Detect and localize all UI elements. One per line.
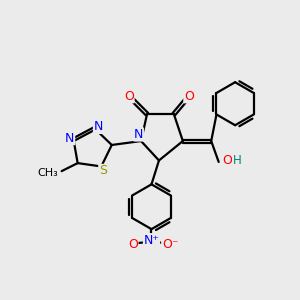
Text: O: O xyxy=(124,90,134,103)
Text: O: O xyxy=(184,90,194,103)
Text: N⁺: N⁺ xyxy=(143,234,160,247)
Text: O⁻: O⁻ xyxy=(162,238,178,251)
Text: O: O xyxy=(128,238,138,251)
Text: CH₃: CH₃ xyxy=(37,168,58,178)
Text: N: N xyxy=(94,120,103,134)
Text: S: S xyxy=(99,164,107,177)
Text: N: N xyxy=(134,128,143,141)
Text: N: N xyxy=(65,132,75,145)
Text: H: H xyxy=(233,154,242,167)
Text: O: O xyxy=(223,154,232,167)
